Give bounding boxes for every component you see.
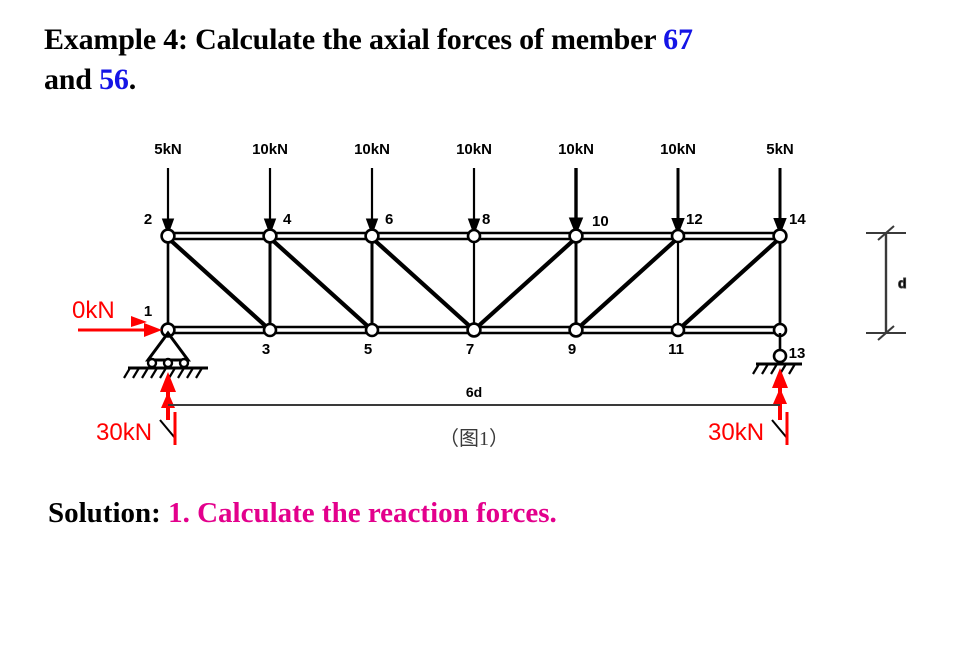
load-value-labels: 5kN 10kN 10kN 10kN 10kN 10kN 5kN: [154, 141, 794, 158]
solution-label: Solution:: [48, 497, 161, 529]
load-arrow-node-6: [365, 168, 379, 236]
title-line-1: Example 4: Calculate the axial forces of…: [44, 20, 924, 60]
load-label-node-6: 10kN: [354, 141, 390, 158]
member-9-12: [574, 236, 680, 332]
height-dimension: d: [866, 225, 907, 341]
joint-6: [364, 228, 380, 244]
joint-4: [262, 228, 278, 244]
joint-2: [160, 228, 176, 244]
reaction-right-leader: [771, 412, 789, 445]
truss-joints: [160, 228, 788, 338]
load-arrow-node-8: [467, 168, 481, 236]
reaction-horizontal-arrow: [78, 316, 162, 337]
load-arrow-node-10: [568, 168, 584, 236]
node-label-2: 2: [144, 211, 152, 228]
diagonal-web-members: [166, 236, 782, 332]
joint-8: [466, 228, 482, 244]
joint-11: [670, 322, 686, 338]
node-label-10: 10: [592, 213, 609, 230]
reaction-label-horizontal: 0kN: [72, 297, 115, 324]
joint-10: [568, 228, 584, 244]
load-label-node-2: 5kN: [154, 141, 182, 158]
node-label-5: 5: [364, 341, 372, 358]
title-member-67: 67: [663, 23, 693, 56]
node-label-13: 13: [789, 345, 806, 362]
reaction-label-left: 30kN: [96, 419, 152, 446]
member-2-3: [166, 236, 272, 332]
joint-3: [262, 322, 278, 338]
span-dimension-label: 6d: [466, 384, 482, 400]
node-label-7: 7: [466, 341, 474, 358]
load-arrow-node-2: [161, 168, 175, 236]
node-label-12: 12: [686, 211, 703, 228]
vertical-web-members: [166, 236, 782, 330]
load-label-node-4: 10kN: [252, 141, 288, 158]
load-label-node-10: 10kN: [558, 141, 594, 158]
truss-figure: 5kN 10kN 10kN 10kN 10kN 10kN 5kN: [0, 120, 960, 480]
node-label-14: 14: [789, 211, 806, 228]
node-label-4: 4: [283, 211, 292, 228]
roller-support-node-13: [752, 333, 802, 375]
reaction-label-right: 30kN: [708, 419, 764, 446]
bottom-node-labels: 1 3 5 7 9 11 13: [144, 303, 806, 362]
joint-7: [466, 322, 482, 338]
member-4-5: [268, 236, 374, 332]
page-title: Example 4: Calculate the axial forces of…: [44, 20, 924, 100]
height-dimension-label: d: [898, 275, 907, 291]
node-label-3: 3: [262, 341, 270, 358]
joint-9: [568, 322, 584, 338]
member-11-14: [676, 236, 782, 332]
node-label-8: 8: [482, 211, 490, 228]
pinned-support-node-1: [123, 330, 208, 379]
title-member-56: 56: [99, 62, 129, 96]
load-arrow-node-14: [773, 168, 787, 236]
load-label-node-12: 10kN: [660, 141, 696, 158]
figure-caption: （图1）: [439, 427, 509, 450]
top-node-labels: 2 4 6 8 10 12 14: [144, 211, 807, 230]
span-dimension: 6d: [168, 384, 780, 406]
load-arrow-node-4: [263, 168, 277, 236]
joint-12: [670, 228, 686, 244]
solution-line: Solution: 1. Calculate the reaction forc…: [48, 497, 557, 530]
title-period: .: [128, 62, 137, 96]
node-label-11: 11: [668, 341, 684, 358]
title-line-2: and 56.: [44, 60, 924, 100]
reaction-right-arrow: [772, 368, 788, 420]
node-label-9: 9: [568, 341, 576, 358]
applied-load-arrows: [161, 168, 787, 236]
node-label-1: 1: [144, 303, 152, 320]
joint-14: [772, 228, 788, 244]
title-text-and: and: [44, 62, 100, 96]
joint-5: [364, 322, 380, 338]
member-7-10: [472, 236, 578, 332]
node-label-6: 6: [385, 211, 393, 228]
load-arrow-node-12: [671, 168, 685, 236]
load-label-node-14: 5kN: [766, 141, 794, 158]
title-text-prefix: Example 4: Calculate the axial forces of…: [44, 23, 664, 56]
member-6-7: [370, 236, 476, 332]
reaction-left-leader: [159, 412, 177, 445]
solution-step-text: 1. Calculate the reaction forces.: [168, 497, 557, 529]
load-label-node-8: 10kN: [456, 141, 492, 158]
